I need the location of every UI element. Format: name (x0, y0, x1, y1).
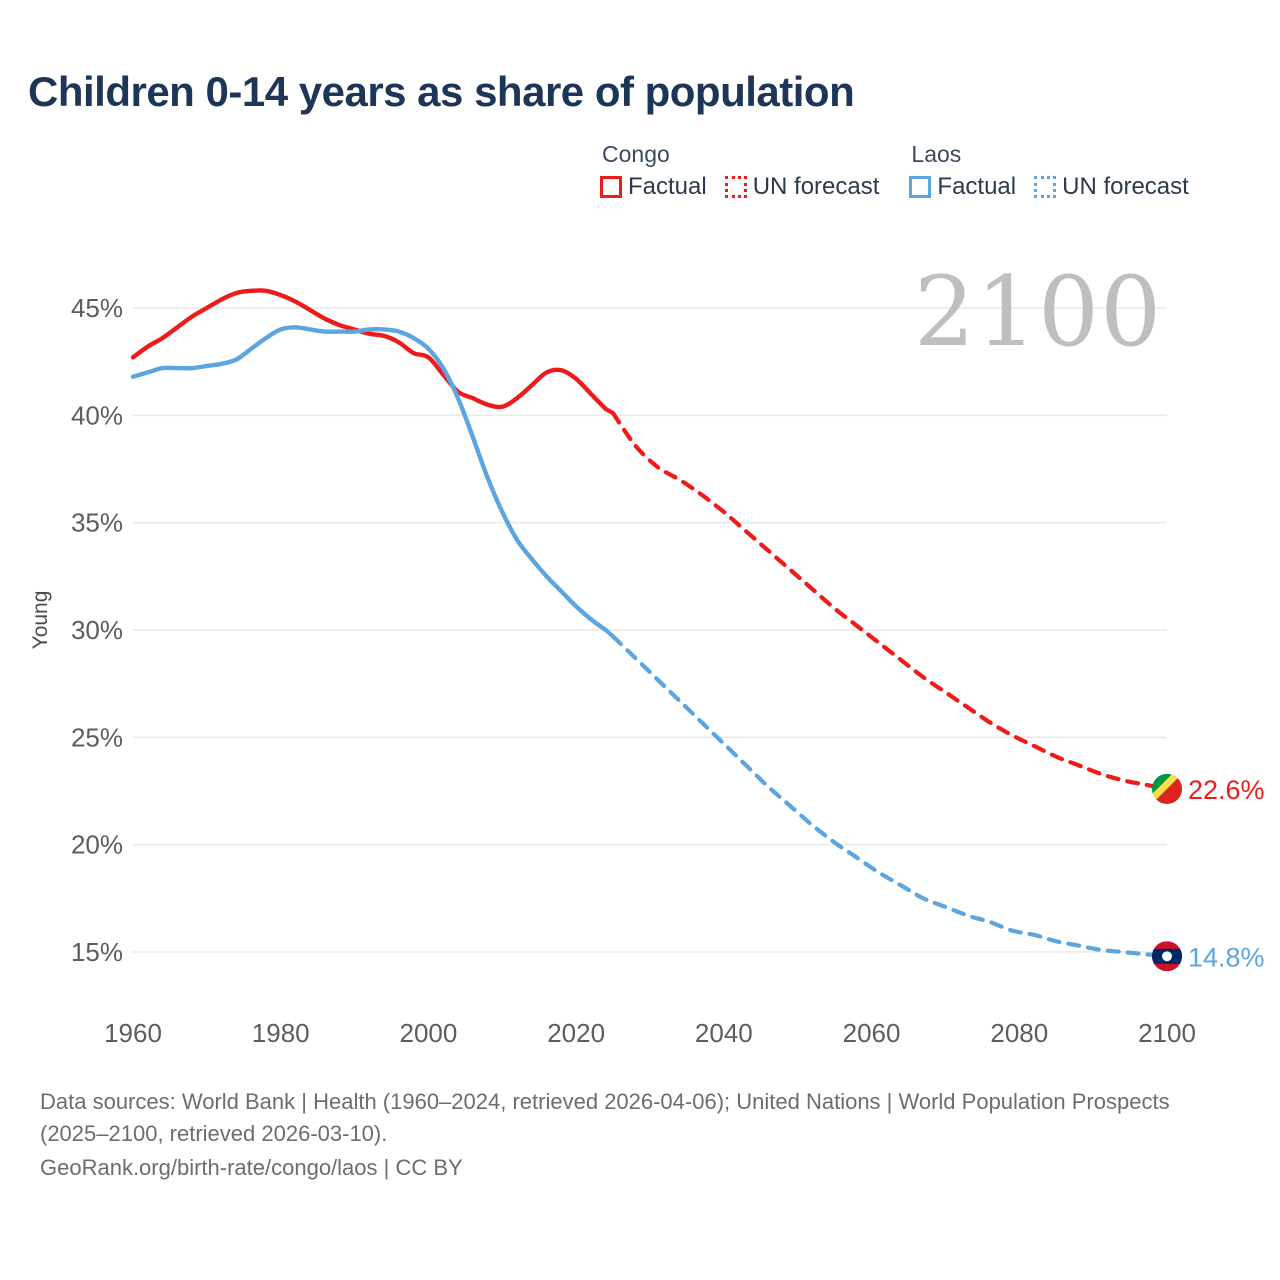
y-axis-title: Young (29, 591, 52, 650)
chart-plot-area: 2100 45% 40% 35% 30% 25% 20% 15% 1960 1980 2000 2… (29, 256, 1265, 1048)
chart-legend: Congo Factual UN forecast Laos Factual (600, 141, 1189, 201)
x-tick-label: 2060 (843, 1018, 901, 1048)
legend-label-congo-forecast: UN forecast (752, 173, 880, 201)
legend-label-laos-factual: Factual (937, 173, 1017, 201)
y-tick-label: 20% (71, 830, 123, 860)
legend-label-congo-factual: Factual (628, 173, 707, 201)
y-tick-label: 25% (71, 722, 123, 752)
legend-label-laos-forecast: UN forecast (1062, 173, 1189, 201)
series-line-factual-laos (130, 325, 608, 633)
series-line-forecast-congo (610, 411, 1170, 791)
series-endpoints: 22.6% 14.8% (1152, 773, 1265, 972)
congo-flag-icon (1152, 773, 1182, 804)
y-axis-title-text: Young (29, 591, 52, 650)
x-tick-label: 1980 (252, 1018, 310, 1048)
y-axis-tick-labels: 45% 40% 35% 30% 25% 20% 15% (71, 293, 123, 967)
series-line-forecast-laos (610, 634, 1170, 959)
watermark-text: 2100 (914, 256, 1162, 368)
watermark-2100: 2100 (914, 256, 1162, 368)
legend-entry-congo-factual[interactable]: Factual (600, 173, 707, 201)
x-tick-label: 2020 (547, 1018, 605, 1048)
y-tick-label: 40% (71, 400, 123, 430)
legend-group-laos: Laos Factual UN forecast (909, 141, 1189, 201)
legend-group-title-laos: Laos (911, 141, 962, 167)
legend-swatch-solid-icon (600, 176, 622, 199)
legend-group-title-congo: Congo (602, 141, 670, 167)
series-line-factual-congo (130, 288, 608, 412)
x-tick-label: 2000 (400, 1018, 458, 1048)
credit-text: GeoRank.org/birth-rate/congo/laos | CC B… (40, 1154, 463, 1180)
legend-swatch-dotted-icon (724, 176, 747, 199)
legend-entry-congo-forecast[interactable]: UN forecast (724, 173, 880, 201)
legend-swatch-solid-icon (909, 176, 932, 199)
footer: Data sources: World Bank | Health (1960–… (40, 1086, 1190, 1184)
endpoint-label-congo: 22.6% (1188, 775, 1265, 805)
legend-swatch-dotted-icon (1034, 176, 1057, 199)
y-tick-label: 45% (71, 293, 123, 323)
legend-entry-laos-factual[interactable]: Factual (909, 173, 1016, 201)
data-sources-text: Data sources: World Bank | Health (1960–… (40, 1089, 1170, 1146)
x-tick-label: 2100 (1138, 1018, 1196, 1048)
data-series (130, 288, 1170, 959)
legend-group-congo: Congo Factual UN forecast (600, 141, 880, 201)
x-tick-label: 2040 (695, 1018, 753, 1048)
x-tick-label: 1960 (104, 1018, 162, 1048)
laos-flag-icon (1152, 941, 1182, 972)
page-title: Children 0-14 years as share of populati… (28, 68, 855, 115)
line-chart-svg: 2100 45% 40% 35% 30% 25% 20% 15% 1960 1980 2000 2… (29, 256, 1265, 1048)
x-tick-label: 2080 (990, 1018, 1048, 1048)
gridlines (133, 307, 1167, 953)
x-axis-tick-labels: 1960 1980 2000 2020 2040 2060 2080 2100 (104, 1018, 1196, 1048)
legend-entry-laos-forecast[interactable]: UN forecast (1034, 173, 1189, 201)
endpoint-label-laos: 14.8% (1188, 942, 1265, 972)
y-tick-label: 30% (71, 615, 123, 645)
y-tick-label: 35% (71, 508, 123, 538)
y-tick-label: 15% (71, 937, 123, 967)
